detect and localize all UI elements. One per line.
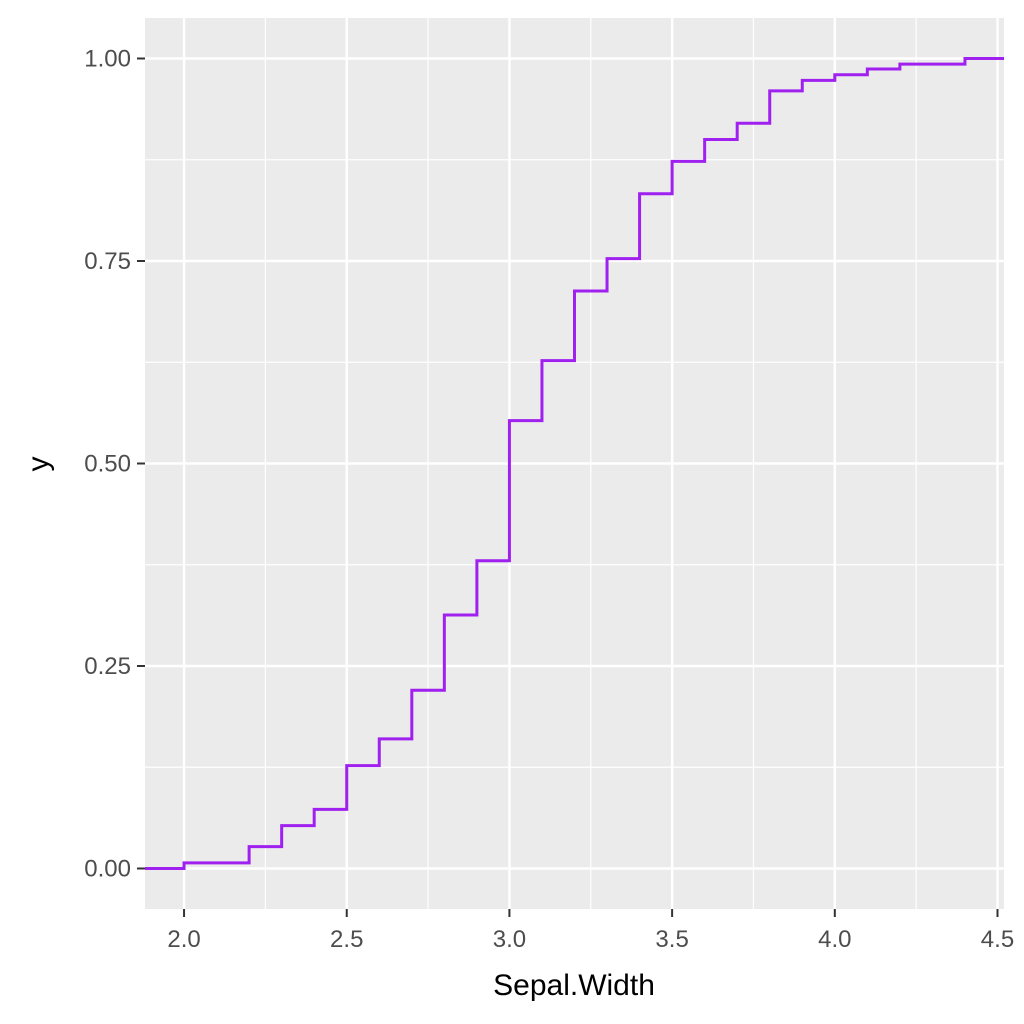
- ecdf-step-line: [145, 57, 1004, 870]
- y-axis: 0.00 0.25 0.50 0.75 1.00: [84, 46, 145, 883]
- x-tick-label-5: 4.5: [981, 926, 1014, 953]
- y-tick-label-0: 0.00: [84, 856, 131, 883]
- y-axis-title: y: [22, 457, 55, 472]
- x-axis-title: Sepal.Width: [493, 969, 655, 1002]
- major-gridlines: [145, 18, 1004, 909]
- y-tick-label-2: 0.50: [84, 451, 131, 478]
- y-tick-label-4: 1.00: [84, 46, 131, 73]
- y-tick-label-3: 0.75: [84, 248, 131, 275]
- x-tick-label-2: 3.0: [493, 926, 526, 953]
- x-tick-label-0: 2.0: [167, 926, 200, 953]
- y-tick-label-1: 0.25: [84, 653, 131, 680]
- x-axis: 2.0 2.5 3.0 3.5 4.0 4.5: [167, 909, 1014, 953]
- x-tick-label-4: 4.0: [818, 926, 851, 953]
- x-tick-label-1: 2.5: [330, 926, 363, 953]
- x-tick-label-3: 3.5: [655, 926, 688, 953]
